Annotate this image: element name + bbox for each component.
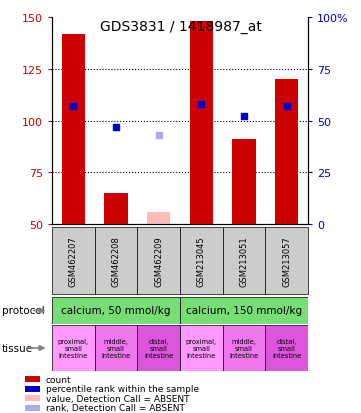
Text: calcium, 150 mmol/kg: calcium, 150 mmol/kg — [186, 306, 302, 316]
Text: distal,
small
intestine: distal, small intestine — [144, 338, 173, 358]
Bar — [180, 325, 223, 371]
Text: proximal,
small
intestine: proximal, small intestine — [186, 338, 217, 358]
Text: GSM213045: GSM213045 — [197, 236, 206, 286]
Bar — [137, 228, 180, 294]
Bar — [52, 325, 95, 371]
Text: value, Detection Call = ABSENT: value, Detection Call = ABSENT — [46, 394, 190, 403]
Bar — [25, 376, 40, 382]
Text: distal,
small
intestine: distal, small intestine — [272, 338, 301, 358]
Text: GSM462208: GSM462208 — [112, 235, 121, 286]
Text: percentile rank within the sample: percentile rank within the sample — [46, 384, 199, 393]
Text: count: count — [46, 375, 71, 384]
Text: rank, Detection Call = ABSENT: rank, Detection Call = ABSENT — [46, 403, 185, 412]
Bar — [137, 325, 180, 371]
Text: proximal,
small
intestine: proximal, small intestine — [58, 338, 89, 358]
Text: calcium, 50 mmol/kg: calcium, 50 mmol/kg — [61, 306, 171, 316]
Text: GSM462209: GSM462209 — [154, 236, 163, 286]
Bar — [180, 228, 223, 294]
Text: protocol: protocol — [2, 306, 44, 316]
Bar — [25, 395, 40, 401]
Bar — [265, 325, 308, 371]
Bar — [52, 228, 95, 294]
Text: middle,
small
intestine: middle, small intestine — [101, 338, 131, 358]
Text: GSM213051: GSM213051 — [239, 236, 248, 286]
Text: GSM462207: GSM462207 — [69, 235, 78, 286]
Text: GSM213057: GSM213057 — [282, 235, 291, 286]
Bar — [275, 80, 299, 224]
Text: tissue: tissue — [2, 343, 33, 353]
Bar — [25, 405, 40, 411]
Bar — [95, 228, 137, 294]
Bar — [223, 228, 265, 294]
Bar — [190, 22, 213, 224]
Bar — [265, 228, 308, 294]
Bar — [232, 140, 256, 224]
Bar — [147, 212, 170, 224]
Text: GDS3831 / 1418987_at: GDS3831 / 1418987_at — [100, 20, 261, 34]
Text: middle,
small
intestine: middle, small intestine — [229, 338, 258, 358]
Bar — [62, 34, 85, 224]
Bar — [104, 193, 128, 224]
Bar — [25, 386, 40, 392]
Bar — [223, 325, 265, 371]
Bar — [180, 297, 308, 324]
Bar — [95, 325, 137, 371]
Bar — [52, 297, 180, 324]
